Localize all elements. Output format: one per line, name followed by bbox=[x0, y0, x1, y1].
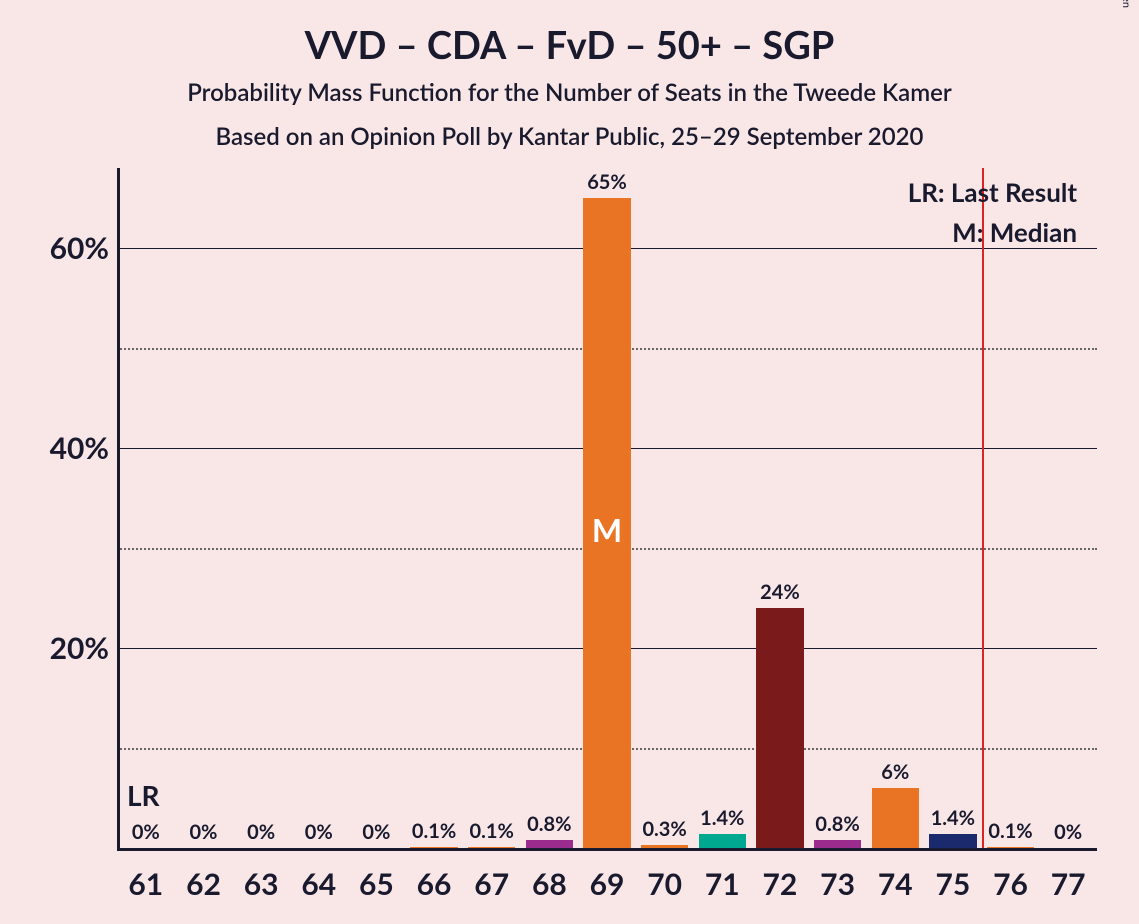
bar: 65%M bbox=[583, 198, 630, 848]
x-tick-label: 69 bbox=[590, 848, 625, 902]
x-tick-label: 61 bbox=[128, 848, 163, 902]
bar: 0.8% bbox=[814, 840, 861, 848]
x-tick-label: 72 bbox=[763, 848, 798, 902]
x-tick-label: 65 bbox=[359, 848, 394, 902]
x-tick-label: 70 bbox=[647, 848, 682, 902]
x-tick-label: 67 bbox=[474, 848, 509, 902]
x-tick-label: 62 bbox=[186, 848, 221, 902]
x-tick-label: 73 bbox=[820, 848, 855, 902]
x-tick-label: 76 bbox=[993, 848, 1028, 902]
bar: 24% bbox=[756, 608, 803, 848]
last-result-line bbox=[982, 168, 984, 848]
y-axis-line bbox=[117, 168, 120, 848]
bar-value-label: 0.1% bbox=[470, 819, 514, 847]
median-mark: M bbox=[592, 510, 622, 549]
x-tick-label: 77 bbox=[1051, 848, 1086, 902]
last-result-label: LR bbox=[127, 778, 160, 812]
bar-value-label: 6% bbox=[881, 760, 909, 788]
x-tick-label: 74 bbox=[878, 848, 913, 902]
bar: 0.8% bbox=[526, 840, 573, 848]
bar: 1.4% bbox=[929, 834, 976, 848]
bar-value-label: 1.4% bbox=[700, 806, 744, 834]
bar-value-label: 65% bbox=[587, 170, 627, 198]
x-tick-label: 64 bbox=[301, 848, 336, 902]
chart-title: VVD – CDA – FvD – 50+ – SGP bbox=[0, 22, 1139, 68]
chart-subtitle-2: Based on an Opinion Poll by Kantar Publi… bbox=[0, 122, 1139, 151]
y-tick-label: 40% bbox=[50, 430, 117, 466]
bar-value-label: 1.4% bbox=[931, 806, 975, 834]
bar-value-label: 0% bbox=[132, 820, 160, 848]
bar-value-label: 0% bbox=[1054, 820, 1082, 848]
bar: 6% bbox=[872, 788, 919, 848]
x-tick-label: 63 bbox=[244, 848, 279, 902]
bar-value-label: 0.8% bbox=[527, 812, 571, 840]
legend-line: LR: Last Result bbox=[908, 176, 1077, 208]
x-tick-label: 71 bbox=[705, 848, 740, 902]
bar-value-label: 0% bbox=[247, 820, 275, 848]
bar-value-label: 0.1% bbox=[988, 819, 1032, 847]
chart-subtitle-1: Probability Mass Function for the Number… bbox=[0, 78, 1139, 107]
y-tick-label: 20% bbox=[50, 630, 117, 666]
bar-value-label: 24% bbox=[760, 580, 800, 608]
bar-value-label: 0% bbox=[305, 820, 333, 848]
bar-value-label: 0% bbox=[362, 820, 390, 848]
bar-value-label: 0% bbox=[189, 820, 217, 848]
bar-value-label: 0.1% bbox=[412, 819, 456, 847]
bar-value-label: 0.8% bbox=[815, 812, 859, 840]
x-axis-line bbox=[117, 848, 1097, 851]
chart-plot-area: 20%40%60%0%0%0%0%0%0.1%0.1%0.8%65%M0.3%1… bbox=[117, 168, 1097, 848]
x-tick-label: 66 bbox=[417, 848, 452, 902]
bar: 1.4% bbox=[699, 834, 746, 848]
copyright-text: © 2020 Filip van Laenen bbox=[1120, 0, 1133, 8]
x-tick-label: 68 bbox=[532, 848, 567, 902]
y-tick-label: 60% bbox=[50, 230, 117, 266]
x-tick-label: 75 bbox=[935, 848, 970, 902]
bar-value-label: 0.3% bbox=[642, 817, 686, 845]
legend-line: M: Median bbox=[952, 216, 1077, 248]
